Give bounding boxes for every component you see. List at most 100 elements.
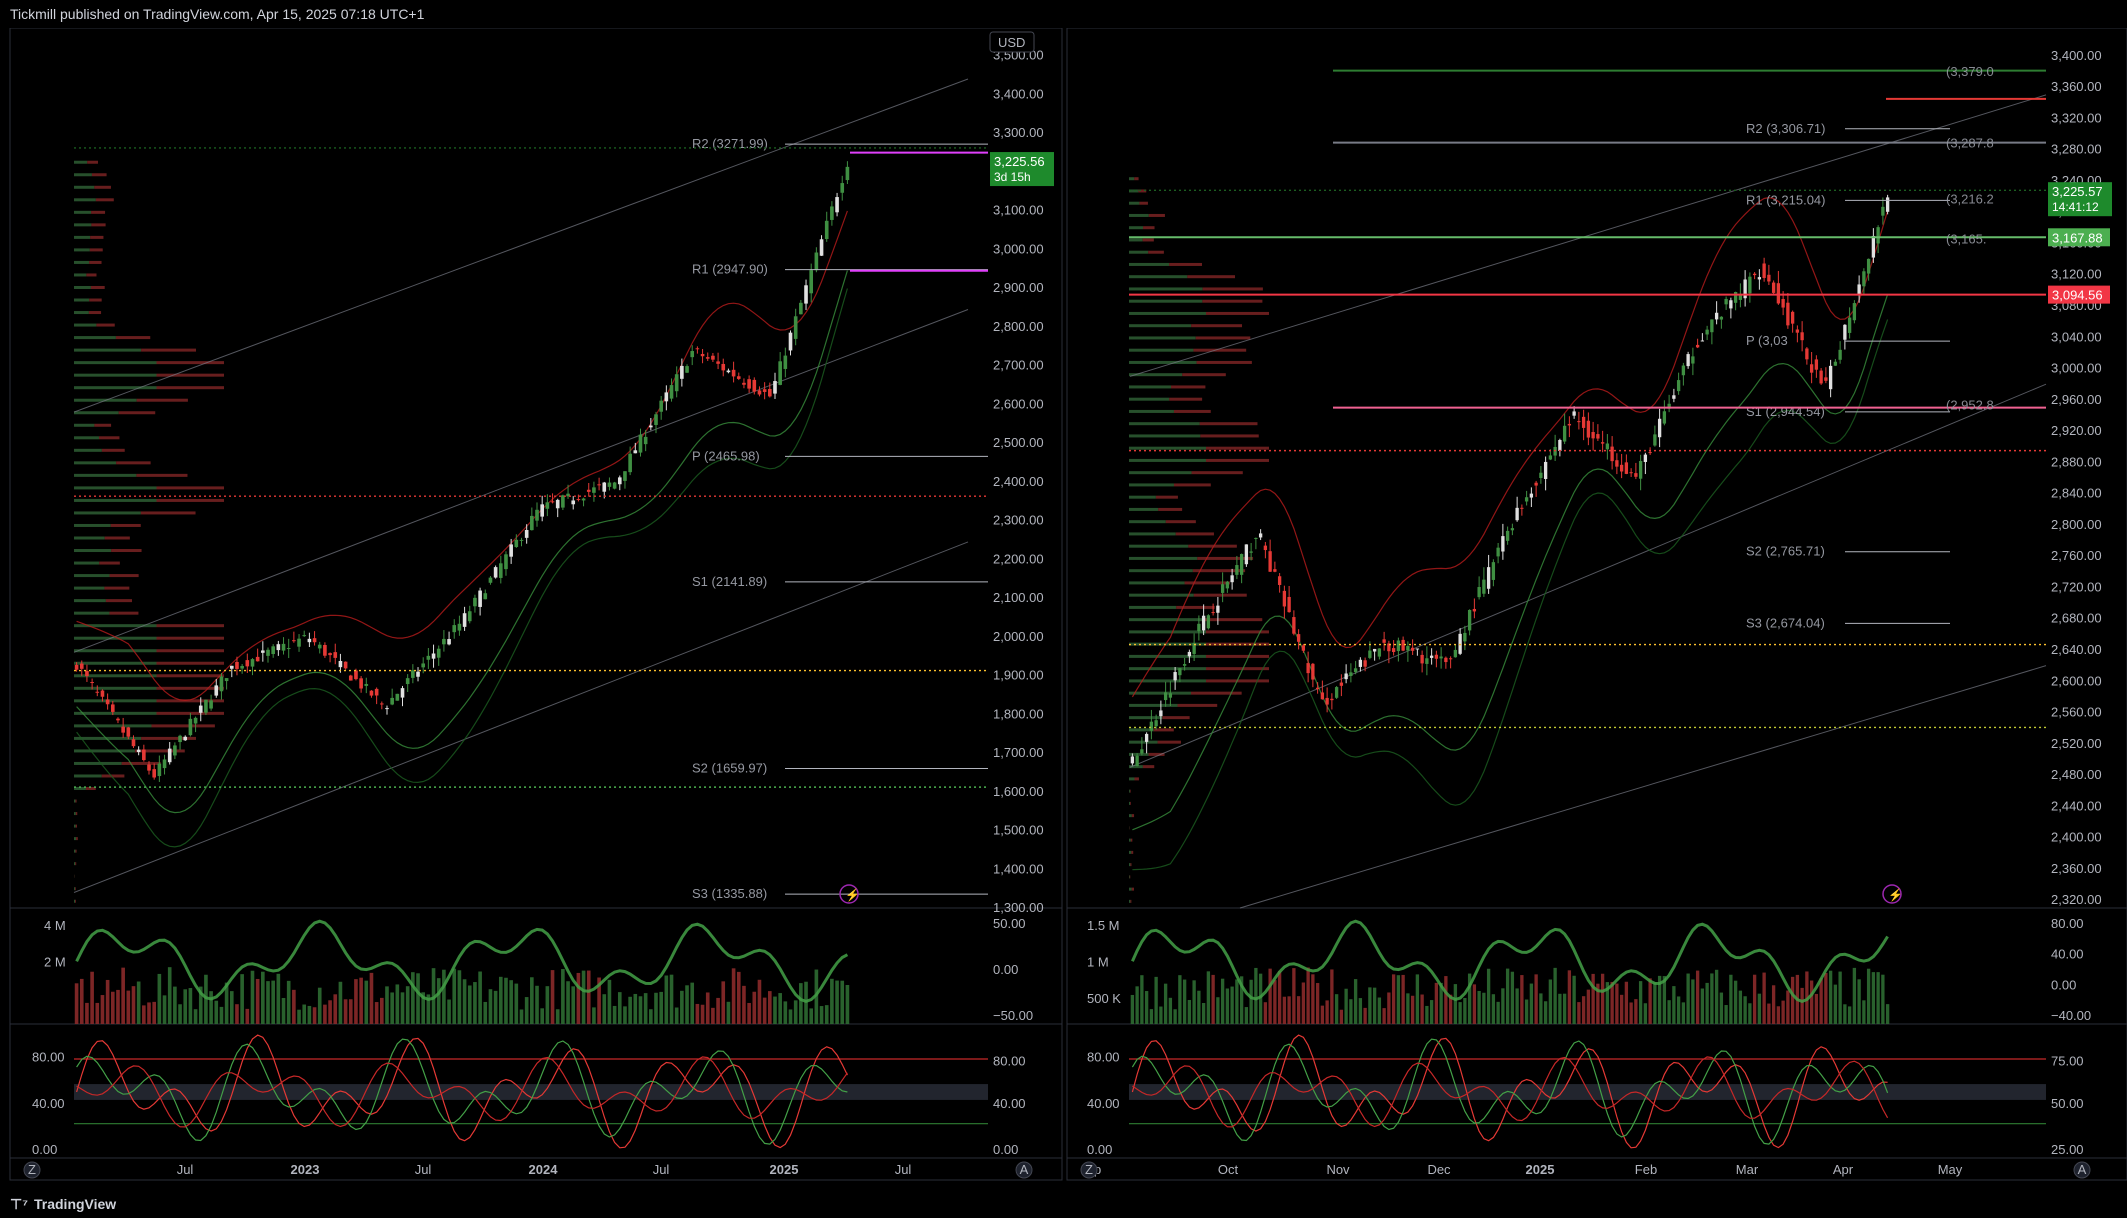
volume-bar (1852, 967, 1857, 1024)
charts-area[interactable]: 3,500.003,400.003,300.003,200.003,100.00… (0, 28, 2127, 1190)
volume-bar (235, 1004, 239, 1024)
right-chart-panel[interactable]: 3,400.003,360.003,320.003,280.003,240.00… (1066, 28, 2127, 1181)
oscillator-axis-tick: 80.00 (2051, 916, 2084, 931)
time-axis-tick: May (1938, 1162, 1963, 1177)
publish-info: Tickmill published on TradingView.com, A… (10, 6, 425, 22)
axis-button-z[interactable] (23, 1161, 41, 1179)
volume-profile-bar (1162, 716, 1190, 720)
volume-profile-bar (1195, 336, 1251, 340)
volume-profile-bar (156, 624, 224, 628)
volume-profile-bar (1129, 630, 1206, 634)
volume-profile-bar (1129, 581, 1185, 585)
pivot-level-label: R1 (2947.90) (692, 262, 768, 277)
volume-bar (473, 982, 477, 1024)
volume-bar (1496, 1001, 1500, 1024)
volume-bar (757, 979, 762, 1024)
volume-bar (1800, 987, 1804, 1024)
candle-body (840, 183, 845, 193)
volume-bar (1885, 1004, 1890, 1024)
volume-profile-bar (74, 787, 86, 791)
price-axis-tick: 3,000.00 (2051, 361, 2102, 376)
pivot-level-label: R2 (3271.99) (692, 136, 768, 151)
volume-axis-tick: 1.5 M (1087, 918, 1120, 933)
volume-bar (1562, 993, 1567, 1024)
volume-bar (1667, 1000, 1671, 1024)
volume-profile-bar (74, 423, 95, 427)
volume-profile-bar (1148, 752, 1165, 756)
volume-bar (711, 1007, 715, 1024)
volume-bar (240, 974, 244, 1024)
axis-button-a[interactable] (1015, 1161, 1033, 1179)
candle-body (1543, 461, 1548, 479)
volume-profile-bar (141, 736, 196, 740)
volume-profile-bar (74, 812, 76, 816)
volume-bar (793, 1000, 798, 1024)
volume-profile-bar (91, 210, 106, 214)
candle-body (323, 645, 327, 656)
volume-profile-bar (74, 486, 157, 490)
time-axis-tick: Apr (1833, 1162, 1854, 1177)
volume-profile-bar (1129, 471, 1192, 475)
volume-bar (266, 981, 270, 1024)
volume-bar (198, 986, 203, 1024)
left-chart-panel[interactable]: 3,500.003,400.003,300.003,200.003,100.00… (9, 28, 1063, 1181)
volume-profile-bar (1129, 201, 1140, 205)
volume-bar (1287, 996, 1291, 1024)
volume-bar (1448, 994, 1453, 1024)
candle-body (669, 385, 674, 399)
candle-body (1838, 349, 1842, 360)
candle-body (1396, 640, 1401, 652)
price-axis-tick: 2,960.00 (2051, 392, 2102, 407)
projection-label: (3,165. (1946, 232, 1986, 247)
volume-profile-bar (89, 248, 103, 252)
volume-profile-bar (1129, 409, 1174, 413)
volume-bar (1857, 979, 1861, 1024)
volume-profile-bar (1138, 189, 1147, 193)
candle-body (1135, 755, 1139, 767)
axis-button-z[interactable] (1080, 1161, 1098, 1179)
volume-bar (1263, 1002, 1268, 1024)
candle-body (814, 252, 819, 271)
volume-bar (204, 974, 208, 1024)
volume-profile-bar (1142, 765, 1155, 769)
volume-bar (493, 990, 498, 1024)
volume-profile-bar (1196, 360, 1252, 364)
candle-body (504, 554, 508, 570)
candle-body (1339, 682, 1344, 686)
volume-bar (317, 987, 322, 1024)
volume-bar (1163, 983, 1168, 1024)
candle-body (1173, 672, 1177, 681)
volume-bar (1819, 978, 1823, 1024)
volume-profile-bar (75, 812, 78, 816)
candle-body (674, 374, 679, 392)
candle-body (1596, 434, 1600, 439)
candle-body (1805, 348, 1809, 360)
candle-body (167, 748, 172, 763)
volume-profile-bar (1191, 324, 1243, 328)
candle-body (426, 655, 431, 660)
volume-bar (726, 1001, 731, 1024)
candle-body (483, 593, 488, 600)
volume-bar (845, 984, 850, 1024)
axis-button-a[interactable] (2073, 1161, 2091, 1179)
volume-bar (1320, 1005, 1325, 1024)
candle-body (1648, 452, 1652, 454)
volume-profile-bar (74, 348, 142, 352)
candle-body (1477, 587, 1481, 598)
volume-profile-bar (74, 461, 117, 465)
candle-body (1182, 664, 1187, 666)
time-axis-tick: 2024 (529, 1162, 559, 1177)
volume-bar (359, 977, 363, 1024)
volume-profile-bar (1129, 520, 1166, 524)
volume-bar (809, 1008, 814, 1024)
volume-bar (338, 981, 343, 1024)
volume-axis-tick: 2 M (44, 954, 66, 969)
volume-profile-bar (74, 361, 157, 365)
volume-profile-bar (1129, 434, 1201, 438)
candle-body (1800, 332, 1804, 341)
volume-bar (1705, 982, 1709, 1024)
volume-profile-bar (94, 185, 111, 189)
volume-bar (1529, 983, 1534, 1024)
volume-bar (649, 1009, 653, 1024)
volume-bar (555, 1009, 560, 1024)
